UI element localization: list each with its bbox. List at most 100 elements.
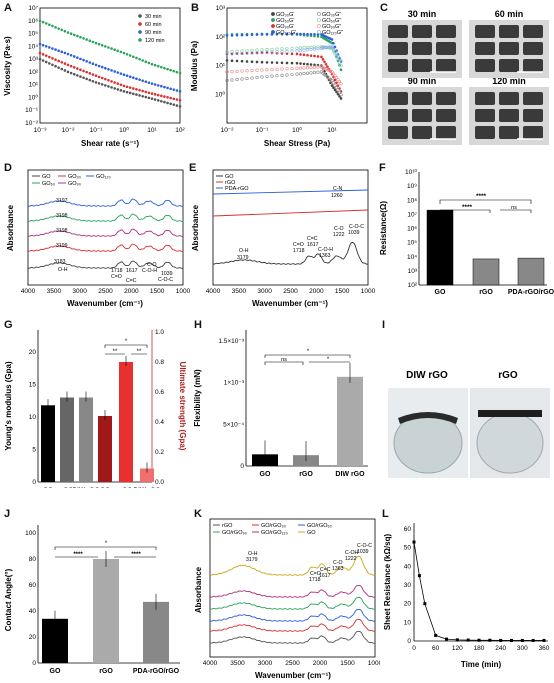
data-point — [255, 60, 259, 64]
peak-annotations: 3197 3198 3198 3199 3183 O-H 1718 C=O 16… — [54, 198, 173, 284]
y-tick-label: 30 — [404, 582, 412, 589]
data-point — [235, 77, 239, 82]
data-point — [445, 637, 448, 641]
data-point — [135, 56, 138, 60]
data-point — [326, 65, 329, 69]
data-point — [110, 86, 113, 89]
x-tick-label: 2500 — [285, 660, 300, 667]
data-point — [104, 84, 107, 87]
data-point — [270, 61, 274, 64]
y-tick-label: 10³ — [408, 268, 418, 275]
data-point — [63, 29, 67, 33]
data-point — [110, 47, 113, 50]
spectrum-line — [209, 555, 376, 576]
y-tick-label: 10¹ — [216, 63, 226, 70]
panel-f: F 10¹⁰ 10⁹ 10⁸ 10⁷ 10⁶ 10⁵ 10⁴ 10³ 10² GO rGO PDA-… — [379, 162, 554, 296]
data-point — [466, 638, 470, 642]
data-point — [299, 32, 302, 36]
data-point — [330, 84, 334, 87]
x-tick-label: 300 — [517, 645, 528, 652]
data-point — [41, 53, 45, 56]
data-point — [265, 74, 269, 79]
data-point — [285, 47, 289, 51]
photo-label: 60 min — [495, 9, 524, 19]
data-point — [94, 41, 98, 45]
data-point — [316, 45, 320, 49]
peak-annotations: C-N 1260 O-H 3179 C=C 1617 C=O 1718 C-O-… — [237, 186, 364, 261]
data-point — [285, 32, 289, 36]
data-point — [298, 66, 303, 70]
legend-marker — [138, 22, 142, 26]
data-point — [76, 67, 79, 70]
peak-label: O-H — [248, 551, 258, 557]
significance: * ** ** — [104, 339, 148, 355]
spectrum-line — [212, 209, 369, 217]
x-axis-label: Shear rate (s⁻¹) — [81, 139, 139, 148]
y-tick-labels: 0 5 10 15 20 0.0 0.2 0.4 0.6 0.8 1.0 — [29, 329, 165, 486]
data-point — [104, 66, 107, 70]
data-point — [82, 76, 85, 80]
data-point — [285, 49, 289, 54]
data-point — [51, 63, 54, 67]
data-point — [260, 48, 264, 52]
legend-label: GO₁₂₀G' — [276, 30, 296, 36]
data-point — [265, 33, 269, 36]
y-tick-label: 100 — [25, 530, 36, 537]
legend-label: rGO — [225, 180, 236, 186]
y-tick-label: 15 — [29, 382, 37, 389]
printed-grid-sample — [412, 126, 432, 139]
data-point — [225, 70, 229, 74]
data-point — [327, 45, 331, 49]
data-point — [119, 89, 123, 92]
x-tick-label: 3500 — [230, 660, 245, 667]
data-point — [275, 50, 279, 54]
printed-grid-sample — [412, 42, 432, 55]
x-axis-label: Wavenumber (cm⁻¹) — [255, 671, 331, 680]
data-point — [76, 56, 79, 59]
data-point — [72, 33, 76, 37]
data-point — [72, 72, 76, 76]
y-tick-labels: 10⁷ 10⁶ 10⁵ 10⁴ 10³ 10² 10¹ 10⁰ 10⁻¹ 10⁻² — [25, 5, 39, 127]
panel-letter: E — [189, 162, 196, 174]
x-tick-label: 3000 — [258, 660, 273, 667]
data-point — [542, 638, 546, 642]
printed-grid-sample — [499, 126, 519, 139]
printed-grid-sample — [436, 126, 456, 139]
y-tick-label: 0 — [32, 660, 36, 667]
sig-label: ns — [281, 357, 287, 363]
data-point — [255, 75, 259, 80]
data-point — [147, 81, 151, 84]
data-point — [339, 93, 343, 97]
data-point — [324, 45, 328, 50]
data-point — [38, 57, 42, 61]
data-point — [298, 46, 303, 50]
y-axis-label: Absorbance — [6, 204, 15, 251]
plot-frame — [212, 169, 369, 286]
sig-label: * — [105, 541, 108, 547]
data-point — [60, 60, 64, 64]
data-point — [79, 57, 82, 61]
photo-label: 30 min — [408, 9, 437, 19]
data-point — [335, 81, 338, 85]
printed-grid-sample — [388, 92, 408, 105]
sig-label: ns — [511, 205, 517, 211]
peak-label: 1222 — [345, 556, 357, 562]
peak-label: 1718 — [111, 268, 123, 274]
data-point — [321, 65, 325, 70]
sample-photos — [382, 20, 549, 145]
x-tick-label: GO — [260, 471, 271, 478]
data-point — [333, 83, 337, 87]
peak-label: C=O — [310, 571, 321, 577]
y-tick-label: 20 — [29, 634, 37, 641]
data-point — [94, 81, 98, 84]
data-point — [107, 78, 110, 82]
legend-marker — [317, 24, 321, 28]
data-point — [44, 54, 48, 57]
legend-marker — [271, 24, 275, 28]
data-point — [156, 93, 160, 97]
panel-d: D 4000 3500 3000 2500 2000 1500 1000 GO GO₃₀ G… — [4, 162, 190, 308]
data-point — [325, 68, 330, 72]
data-point — [302, 66, 306, 70]
printed-grid-sample — [388, 109, 408, 122]
